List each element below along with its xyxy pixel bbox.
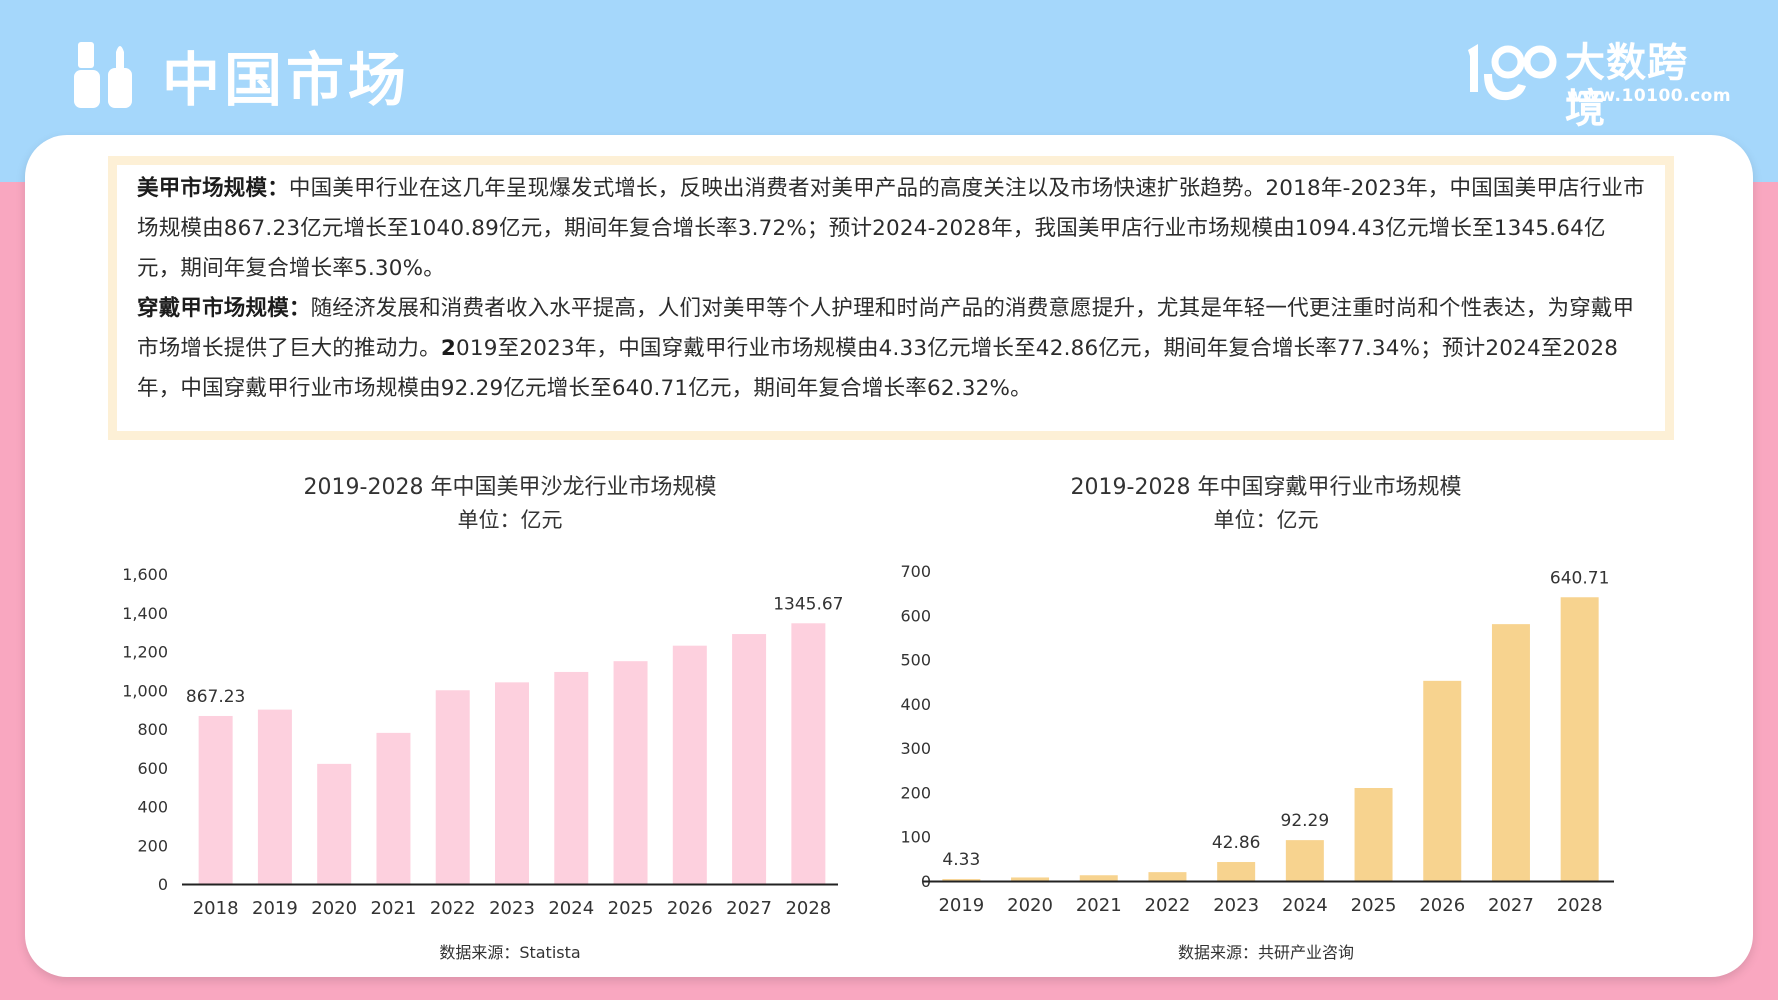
chart2-data-label: 42.86 <box>1212 833 1261 853</box>
chart1-ytick-label: 800 <box>137 720 168 739</box>
chart1-xtick-label: 2025 <box>608 898 654 919</box>
chart1-bar <box>554 671 589 884</box>
intro-paragraph-press-on-market: 穿戴甲市场规模：随经济发展和消费者收入水平提高，人们对美甲等个人护理和时尚产品的… <box>137 289 1649 409</box>
chart1-xtick-label: 2027 <box>726 898 772 919</box>
chart1-ytick-label: 1,600 <box>122 565 168 584</box>
chart1-source: 数据来源：Statista <box>439 943 581 962</box>
intro-textbox: 美甲市场规模：中国美甲行业在这几年呈现爆发式增长，反映出消费者对美甲产品的高度关… <box>108 156 1674 440</box>
chart1-unit: 单位：亿元 <box>457 508 563 532</box>
chart2-xtick-label: 2024 <box>1282 895 1328 916</box>
chart2-ytick-label: 500 <box>900 651 931 670</box>
chart2-ytick-label: 100 <box>900 828 931 847</box>
chart2-ytick-label: 600 <box>900 606 931 625</box>
logo-name: 大数跨境 <box>1565 40 1688 132</box>
chart1-ytick-label: 1,000 <box>122 681 168 700</box>
nail-polish-icon <box>74 42 132 108</box>
chart2-bar <box>1217 862 1256 881</box>
chart2-xtick-label: 2020 <box>1007 895 1053 916</box>
chart2-xtick-label: 2028 <box>1557 895 1603 916</box>
chart2-bar <box>1011 877 1050 881</box>
chart1-ytick-label: 1,400 <box>122 604 168 623</box>
chart2-ytick-label: 200 <box>900 783 931 802</box>
chart1-bar <box>791 623 826 884</box>
chart1-title: 2019-2028 年中国美甲沙龙行业市场规模 <box>303 475 717 500</box>
chart2-source: 数据来源：共研产业咨询 <box>1177 943 1354 962</box>
brand-logo: 大数跨境 www.10100.com <box>1462 40 1731 132</box>
chart1-xtick-label: 2022 <box>430 898 476 919</box>
chart1-xtick-label: 2021 <box>371 898 417 919</box>
chart1-ytick-label: 200 <box>137 836 168 855</box>
chart1-ytick-label: 0 <box>158 875 168 894</box>
chart2-bar <box>1285 840 1324 881</box>
chart2-bar <box>942 879 981 881</box>
logo-url: www.10100.com <box>1567 86 1732 106</box>
chart2-data-label: 4.33 <box>942 850 980 870</box>
intro-label-nail-market: 美甲市场规模： <box>137 176 289 201</box>
chart2-ytick-label: 400 <box>900 695 931 714</box>
chart1-bar <box>495 682 529 884</box>
intro-label-press-on-market: 穿戴甲市场规模： <box>137 296 311 321</box>
chart2-data-label: 92.29 <box>1281 811 1330 831</box>
intro-text-nail-market: 中国美甲行业在这几年呈现爆发式增长，反映出消费者对美甲产品的高度关注以及市场快速… <box>137 176 1645 281</box>
chart1-data-label: 867.23 <box>186 687 245 707</box>
chart2-data-label: 640.71 <box>1550 568 1609 588</box>
chart1-data-label: 1345.67 <box>773 594 843 614</box>
chart2-bar <box>1560 597 1599 881</box>
chart2-bar <box>1491 624 1530 881</box>
chart1-xtick-label: 2020 <box>311 898 357 919</box>
chart1-ytick-label: 400 <box>137 798 168 817</box>
chart1-plot: 0 200 400 600 800 1,000 1,200 1,400 1,600 2018 867… <box>122 565 843 919</box>
intro-text-press-on-a: 随经济发展和消费者收入水平提高，人们对美甲等个人护理和时尚产品的消费意愿提升，尤… <box>137 296 1635 361</box>
chart1-xtick-label: 2028 <box>785 898 831 919</box>
chart1-bar <box>732 634 767 884</box>
chart1-bar <box>435 690 470 884</box>
chart2-xtick-label: 2025 <box>1351 895 1397 916</box>
chart1-ytick-label: 1,200 <box>122 643 168 662</box>
page-title: 中国市场 <box>162 46 411 114</box>
intro-paragraph-nail-market: 美甲市场规模：中国美甲行业在这几年呈现爆发式增长，反映出消费者对美甲产品的高度关… <box>137 169 1649 289</box>
chart2-bar <box>1079 875 1118 881</box>
chart1-xtick-label: 2019 <box>252 898 298 919</box>
chart2-xtick-label: 2021 <box>1076 895 1122 916</box>
chart2-xtick-label: 2022 <box>1145 895 1191 916</box>
chart1-bar <box>257 709 292 884</box>
chart1-xtick-label: 2023 <box>489 898 535 919</box>
chart2-bar <box>1423 680 1462 881</box>
chart2-xtick-label: 2026 <box>1419 895 1465 916</box>
chart1-bar <box>376 732 411 884</box>
chart1-xtick-label: 2026 <box>667 898 713 919</box>
chart2-ytick-label: 700 <box>900 562 931 581</box>
chart2-xtick-label: 2027 <box>1488 895 1534 916</box>
chart1-bar <box>613 661 648 884</box>
chart2-ytick-label: 300 <box>900 739 931 758</box>
chart1-xtick-label: 2018 <box>193 898 239 919</box>
chart1-xtick-label: 2024 <box>548 898 594 919</box>
chart1-ytick-label: 600 <box>137 759 168 778</box>
10100-logo-icon <box>1468 44 1557 101</box>
chart2-xtick-label: 2019 <box>938 895 984 916</box>
chart1-bar <box>672 645 707 884</box>
chart1-bar <box>317 763 352 884</box>
chart2-unit: 单位：亿元 <box>1213 508 1319 532</box>
chart2-xtick-label: 2023 <box>1213 895 1259 916</box>
chart1-bar <box>198 715 233 884</box>
chart2-bar <box>1354 788 1393 881</box>
intro-bold-digit: 2 <box>440 336 456 361</box>
chart2-bar <box>1148 872 1187 881</box>
chart2-title: 2019-2028 年中国穿戴甲行业市场规模 <box>1070 475 1462 500</box>
intro-text-press-on-b: 019至2023年，中国穿戴甲行业市场规模由4.33亿元增长至42.86亿元，期… <box>137 336 1619 401</box>
